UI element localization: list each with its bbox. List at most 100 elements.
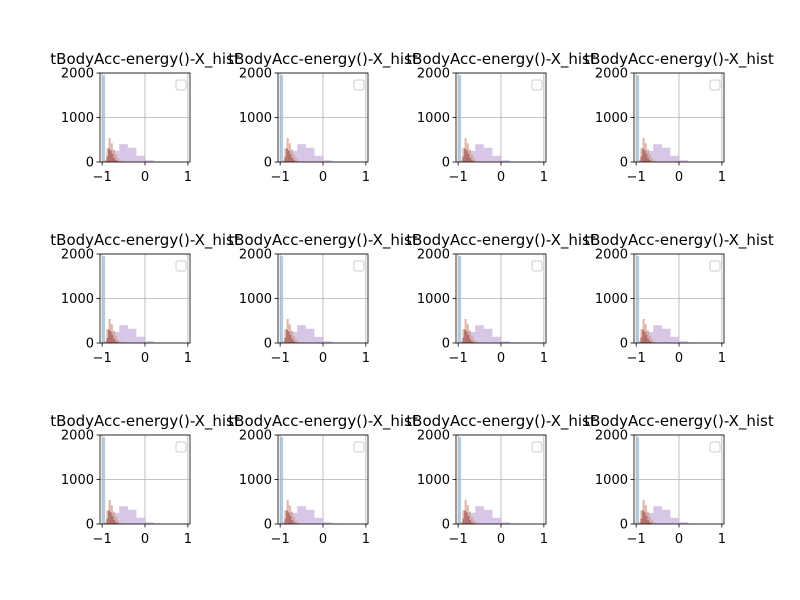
histogram-bar <box>464 148 466 162</box>
histogram-bar <box>647 338 649 343</box>
histogram-bar <box>297 325 306 343</box>
y-tick-label: 1000 <box>417 292 450 307</box>
histogram-bar <box>651 158 654 162</box>
histogram-bar <box>119 325 128 343</box>
histogram-bar <box>113 157 115 162</box>
histogram-bar <box>471 335 474 343</box>
histogram-bar <box>653 506 662 524</box>
histogram-bar <box>293 160 295 162</box>
histogram-bar <box>458 256 462 343</box>
x-tick-label: 1 <box>184 170 192 185</box>
histogram-bar <box>286 329 288 343</box>
histogram-bar <box>291 519 293 524</box>
histogram-bar <box>108 510 110 524</box>
histogram-bar <box>679 522 688 524</box>
histogram-bar <box>136 155 145 162</box>
histogram-series <box>280 256 284 343</box>
subplot-title: tBodyAcc-energy()-X_hist <box>406 50 596 69</box>
histogram-bar <box>284 337 287 343</box>
histogram-bar <box>636 437 640 524</box>
histogram-bar <box>117 339 120 343</box>
histogram-bar <box>110 505 113 524</box>
histogram-bar <box>471 341 473 343</box>
histogram-bar <box>462 329 465 343</box>
histogram-bar <box>465 331 468 343</box>
histogram-bar <box>473 520 476 524</box>
histogram-bar <box>287 150 290 162</box>
x-tick-label: 1 <box>184 351 192 366</box>
histogram-bar <box>492 336 501 343</box>
subplot-title: tBodyAcc-energy()-X_hist <box>50 231 240 250</box>
histogram-bar <box>640 148 643 162</box>
histogram-bar <box>471 160 473 162</box>
x-tick-label: 0 <box>497 351 505 366</box>
histogram-bar <box>644 143 647 162</box>
histogram-bar <box>653 522 656 524</box>
histogram-bar <box>475 522 478 524</box>
y-tick-label: 1000 <box>417 111 450 126</box>
histogram-bar <box>468 330 471 343</box>
histogram-bar <box>104 160 107 162</box>
y-tick-label: 1000 <box>595 473 628 488</box>
y-tick-label: 2000 <box>239 248 272 263</box>
histogram-bar <box>115 516 118 524</box>
histogram-bar <box>282 160 285 162</box>
histogram-bar <box>291 338 293 343</box>
x-tick-label: 1 <box>362 532 370 547</box>
y-tick-label: 1000 <box>61 473 94 488</box>
histogram-bar <box>145 341 154 343</box>
histogram-bar <box>297 160 300 162</box>
histogram-bar <box>475 144 484 162</box>
x-tick-label: 1 <box>718 170 726 185</box>
histogram-bar <box>467 153 470 162</box>
histogram-bar <box>649 522 651 524</box>
histogram-bar <box>501 341 510 343</box>
histogram-bar <box>483 147 493 162</box>
histogram-bar <box>110 143 113 162</box>
histogram-bar <box>282 522 285 524</box>
histogram-bar <box>117 158 120 162</box>
histogram-bar <box>323 341 332 343</box>
histogram-bar <box>119 522 122 524</box>
histogram-bar <box>127 147 137 162</box>
x-tick-label: −1 <box>449 532 468 547</box>
x-tick-label: 1 <box>362 351 370 366</box>
histogram-bar <box>297 341 300 343</box>
subplot-title: tBodyAcc-energy()-X_hist <box>584 412 774 431</box>
y-tick-label: 2000 <box>417 248 450 263</box>
histogram-bar <box>288 143 291 162</box>
histogram-bar <box>649 335 652 343</box>
histogram-bar <box>293 341 295 343</box>
histogram-bar <box>471 522 473 524</box>
x-tick-label: 0 <box>675 170 683 185</box>
histogram-bar <box>640 510 643 524</box>
histogram-bar <box>136 336 145 343</box>
legend-box <box>353 441 365 453</box>
histogram-bar <box>468 149 471 162</box>
y-tick-label: 2000 <box>595 429 628 444</box>
histogram-bar <box>670 336 679 343</box>
histogram-bar <box>636 256 640 343</box>
histogram-bar <box>295 158 298 162</box>
histogram-bar <box>287 331 290 343</box>
histogram-bar <box>112 149 115 162</box>
y-tick-label: 0 <box>86 518 94 533</box>
histogram-bar <box>645 153 648 162</box>
histogram-bar <box>290 511 293 524</box>
histogram-bar <box>679 341 688 343</box>
y-tick-label: 1000 <box>417 473 450 488</box>
legend-box <box>353 79 365 91</box>
histogram-bar <box>108 329 110 343</box>
histogram-bar <box>475 325 484 343</box>
histogram-bar <box>640 156 643 162</box>
x-tick-label: 1 <box>184 532 192 547</box>
x-tick-label: −1 <box>93 532 112 547</box>
histogram-bar <box>661 147 671 162</box>
histogram-bar <box>670 155 679 162</box>
